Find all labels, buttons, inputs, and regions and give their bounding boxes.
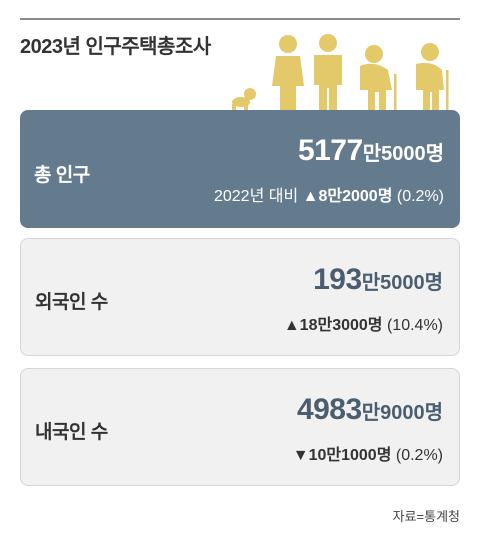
source-credit: 자료=통계청 xyxy=(392,509,460,524)
man-figure-icon xyxy=(314,34,342,110)
elderly-woman-figure-icon xyxy=(360,45,397,110)
native-population-label: 내국인 수 xyxy=(35,422,108,443)
up-arrow-icon: ▲ xyxy=(302,188,319,205)
foreign-population-card: 외국인 수 193만5000명 ▲18만3000명 (10.4%) xyxy=(20,238,460,356)
total-population-change: 2022년 대비 ▲8만2000명 (0.2%) xyxy=(213,188,444,205)
foreign-population-change: ▲18만3000명 (10.4%) xyxy=(283,317,443,334)
people-illustration xyxy=(232,34,449,110)
woman-figure-icon xyxy=(272,35,304,110)
native-population-card: 내국인 수 4983만9000명 ▼10만1000명 (0.2%) xyxy=(20,368,460,486)
total-population-card: 총 인구 5177만5000명 2022년 대비 ▲8만2000명 (0.2%) xyxy=(20,110,460,228)
up-arrow-icon: ▲ xyxy=(283,317,300,334)
foreign-population-value: 193만5000명 xyxy=(313,263,443,296)
top-divider xyxy=(20,18,460,20)
native-population-value: 4983만9000명 xyxy=(296,393,443,426)
page-title: 2023년 인구주택총조사 xyxy=(20,36,211,58)
baby-figure-icon xyxy=(232,88,256,110)
down-arrow-icon: ▼ xyxy=(292,447,309,464)
total-population-value: 5177만5000명 xyxy=(297,134,444,167)
elderly-man-figure-icon xyxy=(416,43,449,110)
foreign-population-label: 외국인 수 xyxy=(35,292,108,313)
total-population-label: 총 인구 xyxy=(34,165,90,186)
native-population-change: ▼10만1000명 (0.2%) xyxy=(292,447,443,464)
